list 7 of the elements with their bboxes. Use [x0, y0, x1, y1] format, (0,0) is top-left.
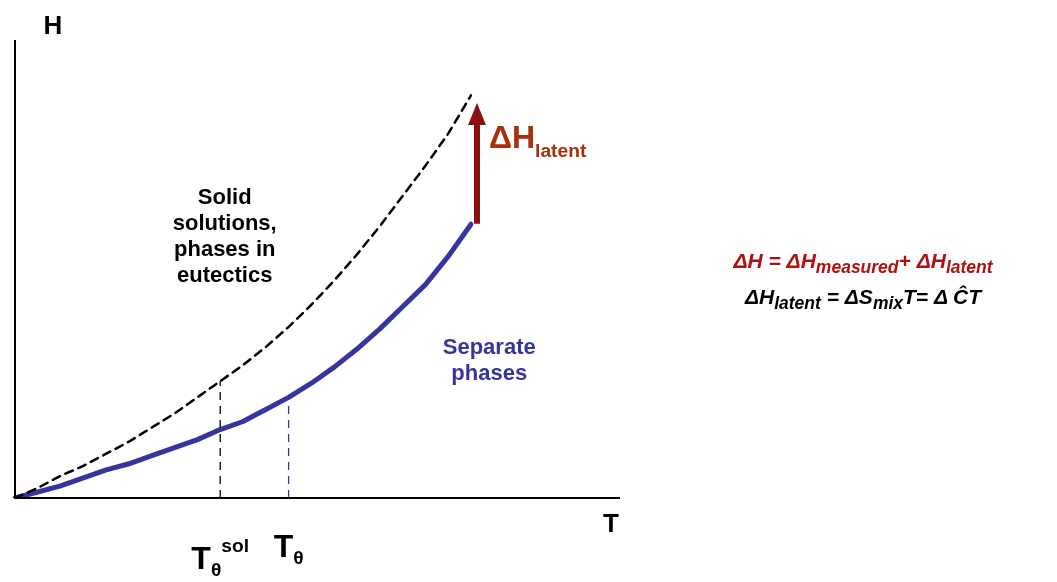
x-axis-title: T	[603, 508, 620, 538]
text: Separate phases	[442, 333, 536, 385]
y-axis-title: H	[43, 10, 63, 40]
x-tick-label: T$_{θ}$	[272, 527, 305, 570]
series-label: Solid solutions, phases in eutectics	[172, 184, 277, 287]
text: ΔH = ΔH$_{measured}$+ ΔH$_{latent}$	[732, 248, 994, 280]
text: ΔH$_{latent}$ = ΔS$_{mix}$T= Δ ĈT	[743, 284, 984, 316]
